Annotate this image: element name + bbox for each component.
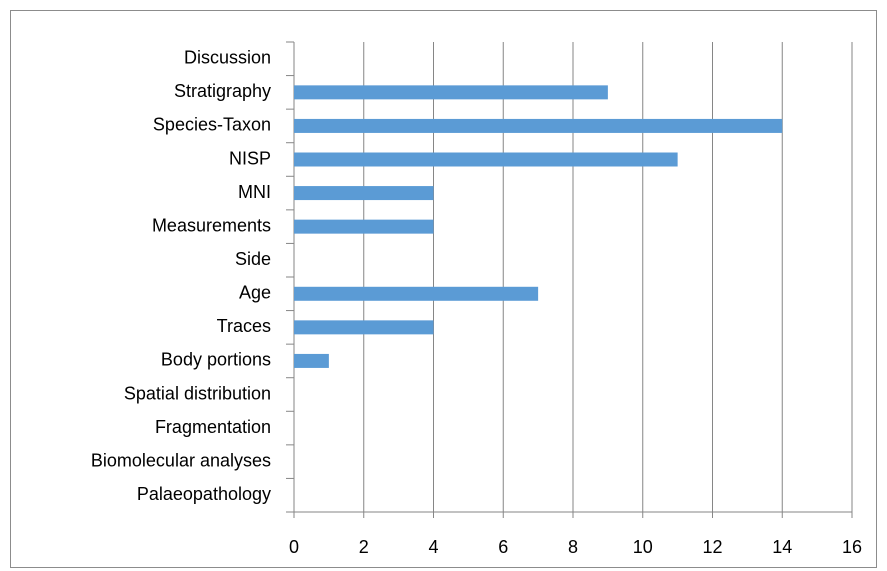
bar xyxy=(294,85,608,100)
x-tick-label: 12 xyxy=(702,537,722,557)
x-tick-label: 10 xyxy=(633,537,653,557)
x-tick-label: 4 xyxy=(428,537,438,557)
y-tick-label: Stratigraphy xyxy=(174,81,271,101)
y-tick-label: Fragmentation xyxy=(155,417,271,437)
bar xyxy=(294,353,329,368)
bar xyxy=(294,286,539,301)
y-tick-label: Discussion xyxy=(184,48,271,68)
x-tick-label: 2 xyxy=(359,537,369,557)
x-tick-label: 0 xyxy=(289,537,299,557)
x-tick-label: 14 xyxy=(772,537,792,557)
bar xyxy=(294,320,434,335)
y-tick-label: Biomolecular analyses xyxy=(91,450,271,470)
x-tick-label: 6 xyxy=(498,537,508,557)
bar xyxy=(294,219,434,234)
y-tick-label: Spatial distribution xyxy=(124,383,271,403)
x-tick-label: 16 xyxy=(842,537,862,557)
x-tick-label: 8 xyxy=(568,537,578,557)
bar xyxy=(294,118,783,133)
y-tick-label: Side xyxy=(235,249,271,269)
y-tick-label: Traces xyxy=(217,316,271,336)
bar xyxy=(294,186,434,201)
y-tick-label: Age xyxy=(239,283,271,303)
y-tick-label: Body portions xyxy=(161,350,271,370)
y-tick-label: Measurements xyxy=(152,215,271,235)
y-tick-label: MNI xyxy=(238,182,271,202)
y-tick-label: NISP xyxy=(229,148,271,168)
y-tick-label: Palaeopathology xyxy=(137,484,271,504)
y-tick-label: Species-Taxon xyxy=(153,115,271,135)
bar xyxy=(294,152,678,167)
